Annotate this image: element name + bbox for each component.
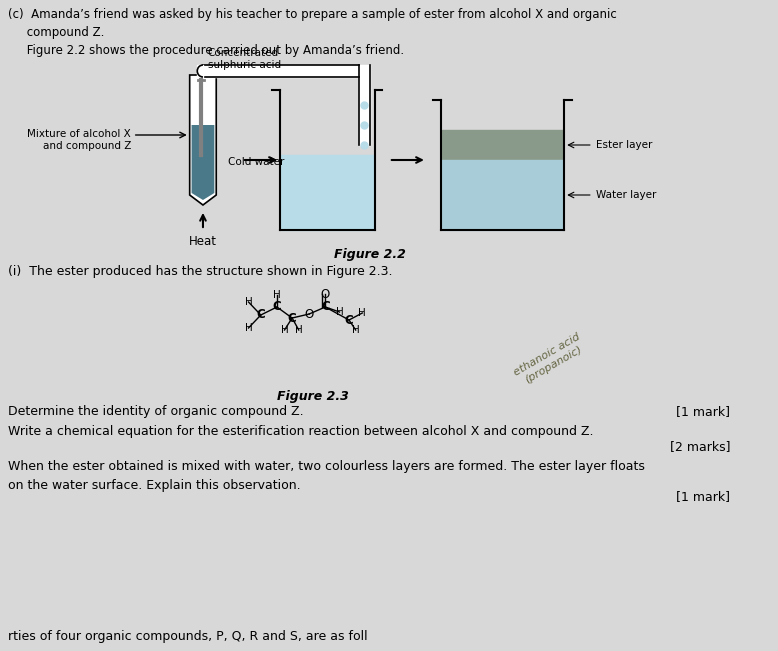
Text: Figure 2.2: Figure 2.2 (334, 248, 406, 261)
Text: O: O (321, 288, 330, 301)
Text: Figure 2.3: Figure 2.3 (277, 390, 349, 403)
Text: C: C (321, 301, 330, 314)
Text: [1 mark]: [1 mark] (676, 405, 731, 418)
Text: O: O (304, 307, 314, 320)
Text: H: H (352, 325, 359, 335)
Text: H: H (295, 325, 303, 335)
Text: ethanoic acid
(propanoic): ethanoic acid (propanoic) (512, 332, 588, 388)
Text: C: C (288, 311, 296, 324)
Text: [2 marks]: [2 marks] (670, 440, 731, 453)
Text: C: C (257, 309, 265, 322)
Text: Write a chemical equation for the esterification reaction between alcohol X and : Write a chemical equation for the esteri… (8, 425, 593, 438)
Text: H: H (281, 325, 289, 335)
Polygon shape (190, 75, 216, 205)
Text: H: H (244, 297, 252, 307)
Text: H: H (244, 323, 252, 333)
Text: Water layer: Water layer (596, 190, 656, 200)
Text: (c)  Amanda’s friend was asked by his teacher to prepare a sample of ester from : (c) Amanda’s friend was asked by his tea… (8, 8, 616, 57)
Text: Cold water: Cold water (228, 157, 284, 167)
Text: C: C (272, 301, 282, 314)
Text: H: H (359, 308, 366, 318)
Text: C: C (345, 314, 353, 327)
Text: Concentrated
sulphuric acid: Concentrated sulphuric acid (208, 48, 281, 70)
Text: Determine the identity of organic compound Z.: Determine the identity of organic compou… (8, 405, 303, 418)
Text: (i)  The ester produced has the structure shown in Figure 2.3.: (i) The ester produced has the structure… (8, 265, 392, 278)
Text: rties of four organic compounds, P, Q, R and S, are as foll: rties of four organic compounds, P, Q, R… (8, 630, 367, 643)
Polygon shape (191, 125, 215, 200)
Text: Heat: Heat (189, 235, 217, 248)
Text: When the ester obtained is mixed with water, two colourless layers are formed. T: When the ester obtained is mixed with wa… (8, 460, 644, 492)
Text: Mixture of alcohol X
and compound Z: Mixture of alcohol X and compound Z (27, 129, 131, 150)
Text: [1 mark]: [1 mark] (676, 490, 731, 503)
Text: H: H (335, 307, 343, 317)
Text: H: H (273, 290, 281, 300)
Text: Ester layer: Ester layer (596, 140, 652, 150)
